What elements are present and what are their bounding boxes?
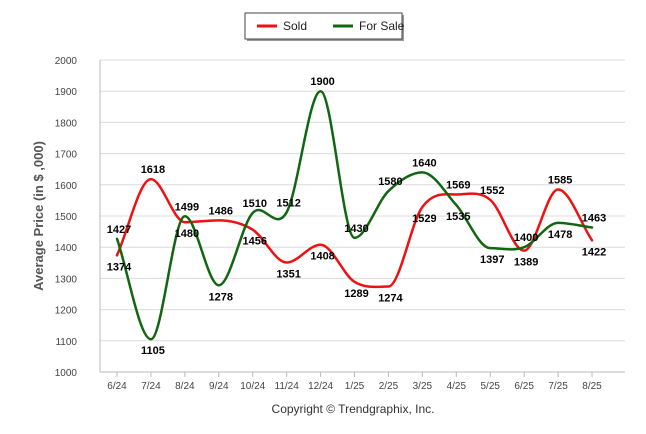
legend-label-sold: Sold	[283, 19, 307, 33]
x-tick-4-25: 4/25	[447, 381, 467, 392]
y-axis-title: Average Price (in $ ,000)	[31, 141, 46, 291]
y-tick-1200: 1200	[55, 306, 78, 317]
x-tick-9-24: 9/24	[209, 381, 229, 392]
y-axis: 1000 1100 1200 1300 1400 1500 1600 1700 1800 1900…	[55, 56, 78, 379]
y-tick-1000: 1000	[55, 368, 78, 379]
x-tick-12-24: 12/24	[308, 381, 333, 392]
data-label-sold-3-25: 1529	[412, 213, 436, 225]
grid	[99, 59, 625, 373]
y-tick-1800: 1800	[55, 118, 78, 129]
x-tick-7-25: 7/25	[548, 381, 568, 392]
legend-label-for-sale: For Sale	[359, 19, 405, 33]
data-labels: 1374 1618 1480 1486 1456 1351 1408 1289 1274 1529…	[107, 76, 607, 357]
x-tick-8-25: 8/25	[582, 381, 602, 392]
data-label-for-sale-7-24: 1105	[141, 345, 165, 357]
data-label-sold-5-25: 1552	[480, 185, 504, 197]
data-label-sold-7-24: 1618	[141, 164, 165, 176]
data-label-for-sale-1-25: 1430	[344, 223, 368, 235]
x-tick-6-24: 6/24	[107, 381, 127, 392]
x-tick-3-25: 3/25	[413, 381, 433, 392]
data-label-for-sale-2-25: 1580	[378, 176, 402, 188]
x-tick-1-25: 1/25	[345, 381, 365, 392]
y-tick-1400: 1400	[55, 243, 78, 254]
series-line-sold	[115, 177, 594, 289]
x-tick-6-25: 6/25	[514, 381, 534, 392]
data-label-for-sale-12-24: 1900	[310, 76, 334, 88]
data-label-sold-4-25: 1569	[446, 179, 470, 191]
copyright-footer: Copyright © Trendgraphix, Inc.	[272, 402, 435, 416]
data-label-for-sale-10-24: 1510	[242, 198, 266, 210]
data-label-sold-6-25: 1389	[514, 257, 538, 269]
data-label-sold-8-24: 1480	[175, 228, 199, 240]
data-label-for-sale-5-25: 1397	[480, 254, 504, 266]
data-label-for-sale-7-25: 1478	[548, 229, 572, 241]
y-tick-1100: 1100	[55, 337, 77, 348]
data-label-for-sale-3-25: 1640	[412, 157, 436, 169]
data-label-for-sale-11-24: 1512	[276, 197, 300, 209]
series-line-for-sale	[115, 89, 594, 341]
data-label-for-sale-8-24: 1499	[175, 201, 199, 213]
x-tick-8-24: 8/24	[175, 381, 195, 392]
y-tick-1900: 1900	[55, 87, 78, 98]
data-label-sold-1-25: 1289	[344, 288, 368, 300]
data-label-sold-6-24: 1374	[107, 261, 132, 273]
data-label-for-sale-6-24: 1427	[107, 224, 131, 236]
y-tick-1600: 1600	[55, 181, 78, 192]
data-label-for-sale-9-24: 1278	[209, 291, 233, 303]
y-tick-1500: 1500	[55, 212, 78, 223]
x-tick-5-25: 5/25	[480, 381, 500, 392]
x-axis: 6/24 7/24 8/24 9/24 10/24 11/24 12/24 1/25 2/25 3…	[107, 372, 602, 392]
y-tick-2000: 2000	[55, 56, 78, 67]
data-label-for-sale-8-25: 1463	[582, 213, 606, 225]
data-label-sold-9-24: 1486	[209, 205, 233, 217]
data-label-sold-2-25: 1274	[378, 293, 403, 305]
x-tick-7-24: 7/24	[141, 381, 161, 392]
x-tick-2-25: 2/25	[379, 381, 399, 392]
data-label-sold-12-24: 1408	[310, 251, 334, 263]
legend: Sold For Sale	[244, 12, 405, 41]
data-label-for-sale-4-25: 1535	[446, 211, 470, 223]
y-tick-1300: 1300	[55, 274, 78, 285]
data-label-sold-7-25: 1585	[548, 174, 572, 186]
x-tick-11-24: 11/24	[275, 381, 300, 392]
y-tick-1700: 1700	[55, 150, 78, 161]
x-tick-10-24: 10/24	[240, 381, 265, 392]
data-label-sold-8-25: 1422	[582, 246, 606, 258]
data-label-for-sale-6-25: 1400	[514, 232, 538, 244]
series-lines	[115, 89, 594, 341]
data-label-sold-11-24: 1351	[276, 268, 300, 280]
data-label-sold-10-24: 1456	[242, 236, 266, 248]
